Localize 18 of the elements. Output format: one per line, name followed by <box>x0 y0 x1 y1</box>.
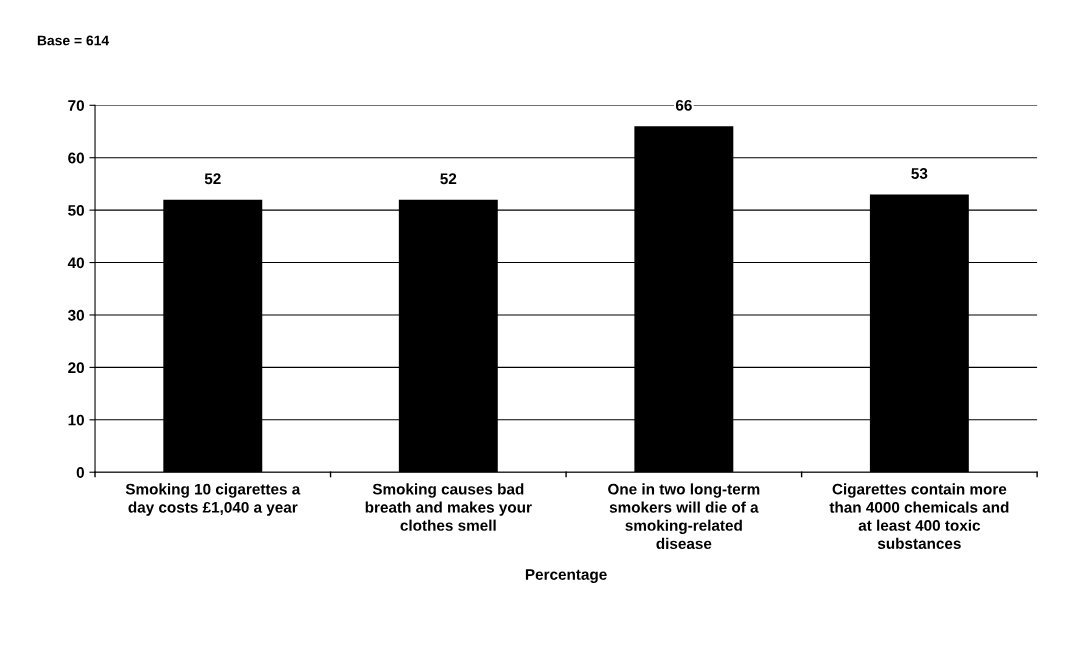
data-label: 53 <box>911 168 928 179</box>
y-tick-label: 20 <box>68 362 84 374</box>
y-tick-label: 70 <box>68 100 84 111</box>
text: Base = 614 <box>37 35 110 46</box>
data-label: 66 <box>675 99 692 111</box>
x-tick-label: Cigarettes contain more than 4000 chemicals and at least 400 toxic substances <box>829 483 1009 549</box>
data-label: 52 <box>440 173 457 185</box>
y-tick-label: 40 <box>67 257 84 269</box>
data-label: 52 <box>204 173 221 185</box>
x-axis-title: Percentage <box>525 569 607 583</box>
y-tick-label: 50 <box>68 205 84 216</box>
x-tick-label: Smoking causes bad breath and makes your clothes smell <box>365 483 532 531</box>
y-tick-label: 30 <box>67 309 84 321</box>
x-tick-label: Smoking 10 cigarettes a day costs £1,040 a year <box>125 483 301 516</box>
y-tick-label: 0 <box>76 467 84 478</box>
y-tick-label: 60 <box>68 152 84 164</box>
x-tick-label: One in two long-term smokers will die of a smoking-related disease <box>608 483 760 550</box>
y-tick-label: 10 <box>68 414 84 426</box>
